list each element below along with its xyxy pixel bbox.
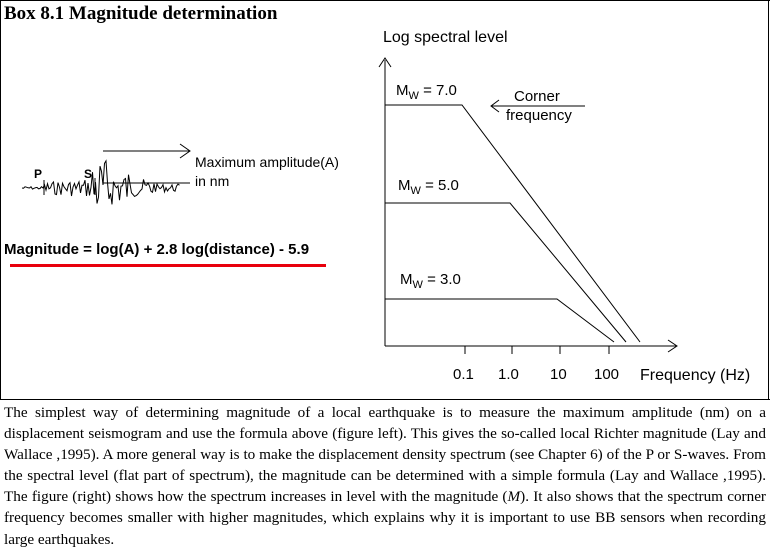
- figure-canvas: [21, 57, 678, 354]
- box-left-border: [0, 0, 1, 400]
- x-tick-label-10: 10: [550, 366, 567, 383]
- x-tick-label-1: 1.0: [498, 366, 519, 383]
- x-tick-label-0.1: 0.1: [453, 366, 474, 383]
- formula-underline: [10, 264, 326, 267]
- spectrum-curve-mw3: [385, 298, 615, 343]
- box-top-border: [0, 0, 770, 1]
- amplitude-arrow-top-head: [179, 143, 191, 159]
- spectrum-curve-mw5: [385, 202, 627, 343]
- spectrum-ylabel: Log spectral level: [383, 29, 508, 46]
- mw-symbol: M: [398, 177, 411, 194]
- mw-label-5: MW = 5.0: [398, 177, 459, 197]
- mw-symbol: M: [396, 82, 409, 99]
- spectrum-plot: [378, 57, 678, 354]
- box-right-border: [768, 0, 769, 400]
- mw-symbol: M: [400, 271, 413, 288]
- mw-value: = 5.0: [425, 177, 459, 194]
- magnitude-formula: Magnitude = log(A) + 2.8 log(distance) -…: [4, 241, 310, 258]
- amplitude-label-line2: in nm: [195, 173, 230, 189]
- corner-arrow-head: [490, 99, 500, 113]
- body-paragraph: The simplest way of determining magnitud…: [4, 402, 766, 550]
- paragraph-part2: ). It also shows that the spectrum corne…: [4, 488, 766, 548]
- x-axis-arrowhead: [667, 339, 678, 353]
- corner-label-line1: Corner: [514, 88, 560, 105]
- x-tick-label-100: 100: [594, 366, 620, 383]
- spectrum-xlabel: Frequency (Hz): [640, 367, 751, 384]
- mw-label-3: MW = 3.0: [400, 271, 461, 291]
- mw-subscript: W: [410, 185, 421, 197]
- mw-subscript: W: [408, 90, 419, 102]
- amplitude-label-line1: Maximum amplitude(A): [195, 154, 339, 170]
- box-title: Box 8.1 Magnitude determination: [4, 3, 278, 24]
- paragraph-part1: The simplest way of determining magnitud…: [4, 404, 766, 506]
- mw-label-7: MW = 7.0: [396, 82, 457, 102]
- mw-value: = 7.0: [423, 82, 457, 99]
- p-phase-label: P: [34, 167, 43, 181]
- paragraph-italic-m: M: [507, 488, 521, 506]
- box-bottom-border: [0, 399, 770, 400]
- seismogram: [21, 143, 191, 205]
- s-phase-label: S: [84, 167, 93, 181]
- mw-subscript: W: [412, 279, 423, 291]
- seismogram-trace: [21, 159, 180, 205]
- y-axis-arrowhead: [378, 57, 392, 68]
- mw-value: = 3.0: [427, 271, 461, 288]
- corner-label-line2: frequency: [506, 107, 572, 124]
- spectrum-curve-mw7: [385, 104, 641, 343]
